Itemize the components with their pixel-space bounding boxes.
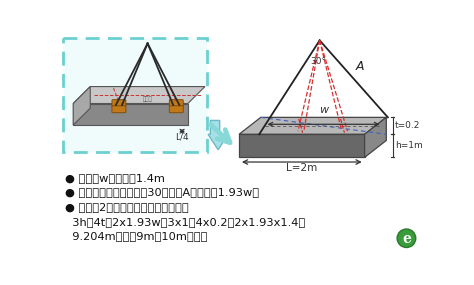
Text: t=0.2: t=0.2 bbox=[395, 121, 420, 130]
Polygon shape bbox=[239, 117, 386, 134]
Text: A: A bbox=[356, 60, 364, 73]
Text: e: e bbox=[402, 232, 411, 246]
Text: 9.204m；選擉9m戒10m吸索。: 9.204m；選擉9m戒10m吸索。 bbox=[65, 231, 208, 241]
Polygon shape bbox=[239, 134, 365, 157]
FancyBboxPatch shape bbox=[112, 106, 126, 113]
Text: L=2m: L=2m bbox=[286, 163, 318, 173]
Text: ● 先量取w（寬）＝1.4m: ● 先量取w（寬）＝1.4m bbox=[65, 173, 165, 183]
Text: w: w bbox=[319, 105, 328, 115]
Polygon shape bbox=[73, 103, 188, 125]
Polygon shape bbox=[73, 87, 90, 125]
Text: L/4: L/4 bbox=[175, 133, 189, 142]
FancyBboxPatch shape bbox=[63, 38, 207, 152]
Ellipse shape bbox=[397, 229, 416, 247]
FancyBboxPatch shape bbox=[169, 106, 183, 113]
Polygon shape bbox=[208, 121, 228, 150]
Polygon shape bbox=[365, 117, 386, 157]
FancyBboxPatch shape bbox=[169, 100, 183, 107]
Text: 3h＋4t＋2x1.93w＝3x1＋4x0.2＋2x1.93x1.4＝: 3h＋4t＋2x1.93w＝3x1＋4x0.2＋2x1.93x1.4＝ bbox=[65, 217, 306, 227]
Text: 30°: 30° bbox=[310, 57, 326, 66]
Text: h=1m: h=1m bbox=[395, 141, 423, 150]
Text: ● 從關係表查得，吸裉角30度時，A的長度為1.93w。: ● 從關係表查得，吸裉角30度時，A的長度為1.93w。 bbox=[65, 188, 260, 198]
Polygon shape bbox=[73, 87, 205, 103]
Text: ● 所以持2條吸索，每條吸索長度為：: ● 所以持2條吸索，每條吸索長度為： bbox=[65, 202, 189, 212]
FancyBboxPatch shape bbox=[112, 100, 126, 107]
Text: 吸具所: 吸具所 bbox=[143, 97, 153, 102]
